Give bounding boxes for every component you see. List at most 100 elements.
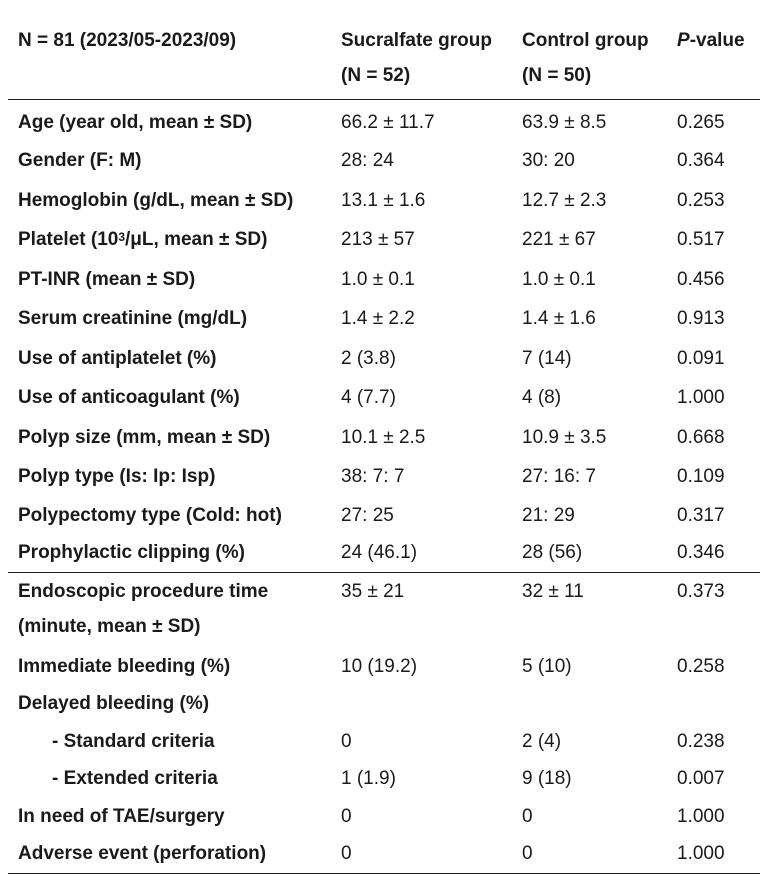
cell-control: 9 (18) xyxy=(522,768,572,789)
table-row: Use of antiplatelet (%) 2 (3.8) 7 (14) 0… xyxy=(8,341,760,377)
header-rule xyxy=(8,99,760,100)
table-row: Use of anticoagulant (%) 4 (7.7) 4 (8) 1… xyxy=(8,380,760,416)
row-label: - Standard criteria xyxy=(52,731,215,752)
row-label: Use of antiplatelet (%) xyxy=(18,348,217,369)
cell-p-value: 0.913 xyxy=(677,308,725,329)
row-label: Age (year old, mean ± SD) xyxy=(18,112,253,133)
table-row: Endoscopic procedure time (minute, mean … xyxy=(8,574,760,646)
cell-p-value: 0.364 xyxy=(677,150,725,171)
cell-control: 27: 16: 7 xyxy=(522,466,596,487)
row-label-line2: (minute, mean ± SD) xyxy=(18,616,201,637)
row-label-pre: Platelet (10 xyxy=(18,229,119,250)
row-label: Adverse event (perforation) xyxy=(18,843,267,864)
cell-sucralfate: 27: 25 xyxy=(341,505,394,526)
cell-control: 221 ± 67 xyxy=(522,229,596,250)
cell-control: 30: 20 xyxy=(522,150,575,171)
cell-control: 32 ± 11 xyxy=(522,581,584,602)
cell-sucralfate: 38: 7: 7 xyxy=(341,466,405,487)
cell-p-value: 0.109 xyxy=(677,466,725,487)
cell-control: 7 (14) xyxy=(522,348,572,369)
cell-control: 1.4 ± 1.6 xyxy=(522,308,596,329)
header-row: N = 81 (2023/05-2023/09) Sucralfate grou… xyxy=(8,23,760,95)
cell-sucralfate: 28: 24 xyxy=(341,150,394,171)
cell-sucralfate: 35 ± 21 xyxy=(341,581,405,602)
table-row: Hemoglobin (g/dL, mean ± SD) 13.1 ± 1.6 … xyxy=(8,183,760,219)
cell-p-value: 1.000 xyxy=(677,387,725,408)
row-label: Polyp type (Is: Ip: Isp) xyxy=(18,466,216,487)
cell-p-value: 1.000 xyxy=(677,806,725,827)
cell-control: 63.9 ± 8.5 xyxy=(522,112,607,133)
row-label: Endoscopic procedure time xyxy=(18,581,269,602)
cell-p-value: 0.258 xyxy=(677,656,725,677)
cell-p-value: 0.253 xyxy=(677,190,725,211)
cell-control: 0 xyxy=(522,843,533,864)
header-p-value: P-value xyxy=(677,23,745,58)
cell-sucralfate: 1 (1.9) xyxy=(341,768,396,789)
section-rule xyxy=(8,572,760,573)
cell-control: 2 (4) xyxy=(522,731,562,752)
table-row: Platelet (103/μL, mean ± SD) 213 ± 57 22… xyxy=(8,222,760,258)
row-label: Serum creatinine (mg/dL) xyxy=(18,308,248,329)
cell-sucralfate: 66.2 ± 11.7 xyxy=(341,112,435,133)
table-row: Polyp size (mm, mean ± SD) 10.1 ± 2.5 10… xyxy=(8,420,760,456)
table-row: Delayed bleeding (%) xyxy=(8,686,760,722)
cell-p-value: 0.238 xyxy=(677,731,725,752)
cell-control: 21: 29 xyxy=(522,505,575,526)
header-sucralfate: Sucralfate group xyxy=(341,30,492,51)
cell-sucralfate: 13.1 ± 1.6 xyxy=(341,190,426,211)
cell-control: 1.0 ± 0.1 xyxy=(522,269,596,290)
table-row: - Extended criteria 1 (1.9) 9 (18) 0.007 xyxy=(8,761,760,797)
row-label: In need of TAE/surgery xyxy=(18,806,225,827)
cell-p-value: 1.000 xyxy=(677,843,725,864)
cell-control: 12.7 ± 2.3 xyxy=(522,190,607,211)
cell-p-value: 0.373 xyxy=(677,581,725,602)
table-row: Adverse event (perforation) 0 0 1.000 xyxy=(8,836,760,872)
cell-control: 10.9 ± 3.5 xyxy=(522,427,607,448)
table-row: Prophylactic clipping (%) 24 (46.1) 28 (… xyxy=(8,535,760,571)
table-row: In need of TAE/surgery 0 0 1.000 xyxy=(8,799,760,835)
row-label: Delayed bleeding (%) xyxy=(18,693,210,714)
cell-p-value: 0.346 xyxy=(677,542,725,563)
table-row: Age (year old, mean ± SD) 66.2 ± 11.7 63… xyxy=(8,105,760,141)
cell-p-value: 0.517 xyxy=(677,229,725,250)
cell-sucralfate: 4 (7.7) xyxy=(341,387,396,408)
cell-sucralfate: 0 xyxy=(341,806,352,827)
cell-p-value: 0.265 xyxy=(677,112,725,133)
row-label: PT-INR (mean ± SD) xyxy=(18,269,196,290)
bottom-rule xyxy=(8,873,760,874)
cell-p-value: 0.456 xyxy=(677,269,725,290)
row-label: Prophylactic clipping (%) xyxy=(18,542,245,563)
cell-control: 28 (56) xyxy=(522,542,583,563)
cell-sucralfate: 10.1 ± 2.5 xyxy=(341,427,426,448)
table-row: Polyp type (Is: Ip: Isp) 38: 7: 7 27: 16… xyxy=(8,459,760,495)
cell-p-value: 0.091 xyxy=(677,348,725,369)
cell-sucralfate: 1.0 ± 0.1 xyxy=(341,269,415,290)
cell-sucralfate: 2 (3.8) xyxy=(341,348,396,369)
table-row: - Standard criteria 0 2 (4) 0.238 xyxy=(8,724,760,760)
cell-p-value: 0.668 xyxy=(677,427,725,448)
row-label: Immediate bleeding (%) xyxy=(18,656,231,677)
row-label: Use of anticoagulant (%) xyxy=(18,387,240,408)
cell-sucralfate: 10 (19.2) xyxy=(341,656,418,677)
header-cohort: N = 81 (2023/05-2023/09) xyxy=(18,30,237,51)
row-label-sup: 3 xyxy=(118,230,126,244)
row-label-post: /μL, mean ± SD) xyxy=(125,229,268,250)
table-row: Gender (F: M) 28: 24 30: 20 0.364 xyxy=(8,143,760,179)
row-label: Gender (F: M) xyxy=(18,150,142,171)
row-label: Hemoglobin (g/dL, mean ± SD) xyxy=(18,190,294,211)
header-control-n: (N = 50) xyxy=(522,65,592,86)
cell-sucralfate: 0 xyxy=(341,731,352,752)
cell-sucralfate: 24 (46.1) xyxy=(341,542,418,563)
header-control: Control group xyxy=(522,30,649,51)
header-p-rest: -value xyxy=(689,30,745,51)
table-row: PT-INR (mean ± SD) 1.0 ± 0.1 1.0 ± 0.1 0… xyxy=(8,262,760,298)
row-label: Platelet (103/μL, mean ± SD) xyxy=(18,222,267,258)
row-label: Polypectomy type (Cold: hot) xyxy=(18,505,282,526)
cell-sucralfate: 0 xyxy=(341,843,352,864)
cell-sucralfate: 1.4 ± 2.2 xyxy=(341,308,415,329)
row-label: Polyp size (mm, mean ± SD) xyxy=(18,427,271,448)
cell-p-value: 0.317 xyxy=(677,505,725,526)
cell-control: 5 (10) xyxy=(522,656,572,677)
cell-p-value: 0.007 xyxy=(677,768,725,789)
table-row: Serum creatinine (mg/dL) 1.4 ± 2.2 1.4 ±… xyxy=(8,301,760,337)
